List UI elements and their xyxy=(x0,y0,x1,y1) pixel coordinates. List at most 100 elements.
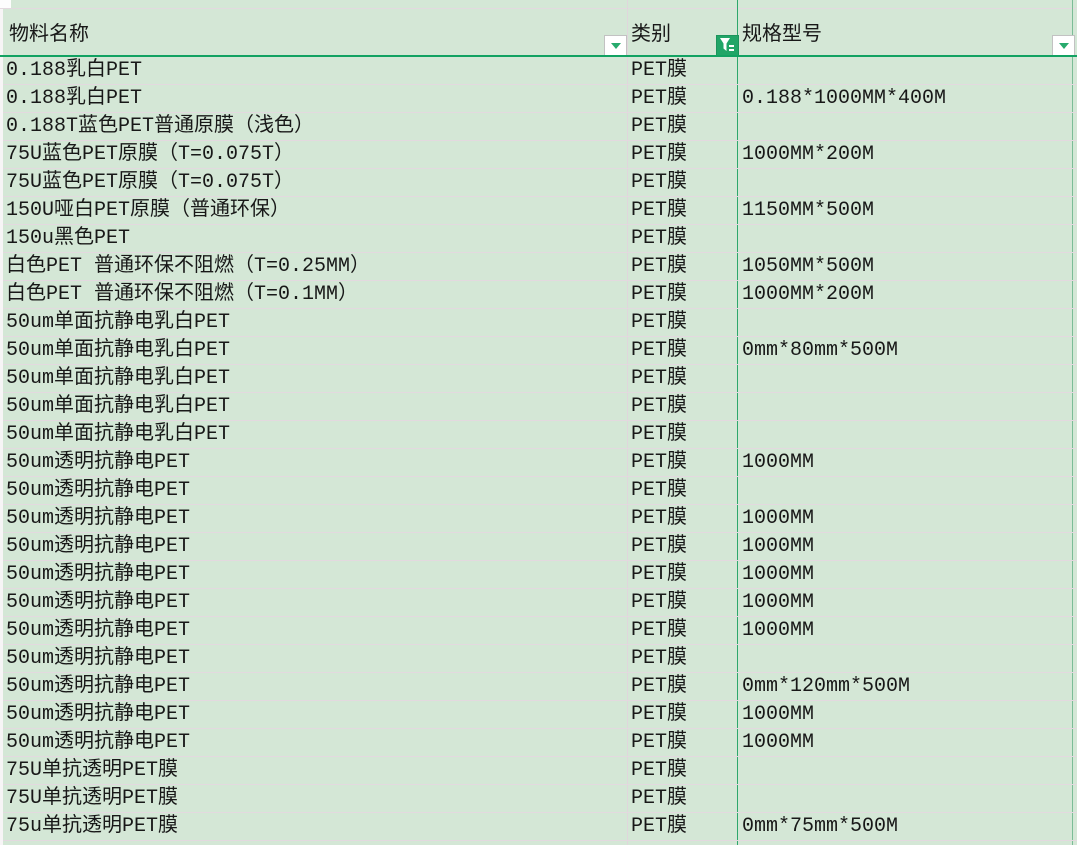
cell-spec[interactable] xyxy=(737,477,1072,504)
cell-category[interactable]: PET膜 xyxy=(631,451,688,474)
cell-spec[interactable]: 0mm*75mm*500M xyxy=(742,815,899,838)
cell-spec[interactable] xyxy=(737,393,1072,420)
cell-filler xyxy=(1072,169,1077,196)
cell-spec[interactable] xyxy=(737,113,1072,140)
cell-material-name[interactable]: 150u黑色PET xyxy=(6,227,131,250)
spec-filter-dropdown-button[interactable] xyxy=(1052,35,1075,56)
cell-material-name[interactable]: 50um透明抗静电PET xyxy=(6,731,191,754)
table-row: 50um单面抗静电乳白PET PET膜 xyxy=(3,365,1077,393)
cell-category[interactable]: PET膜 xyxy=(631,227,688,250)
cell-category[interactable]: PET膜 xyxy=(631,647,688,670)
table-row: 75U蓝色PET原膜（T=0.075T） PET膜 1000MM*200M xyxy=(3,141,1077,169)
cell-material-name[interactable]: 75u单抗透明PET膜 xyxy=(6,815,179,838)
cell-material-name[interactable]: 75U蓝色PET原膜（T=0.075T） xyxy=(6,143,295,166)
cell-spec[interactable] xyxy=(737,365,1072,392)
cell-material-name[interactable]: 75U单抗透明PET膜 xyxy=(6,787,179,810)
cell-category[interactable]: PET膜 xyxy=(631,311,688,334)
cell-material-name[interactable]: 50um透明抗静电PET xyxy=(6,451,191,474)
cell-category[interactable]: PET膜 xyxy=(631,59,688,82)
cell-material-name[interactable]: 50um透明抗静电PET xyxy=(6,647,191,670)
cell-spec[interactable]: 1000MM xyxy=(742,507,815,530)
cell-material-name[interactable]: 50um透明抗静电PET xyxy=(6,675,191,698)
cell-category[interactable]: PET膜 xyxy=(631,563,688,586)
cell-material-name[interactable]: 白色PET 普通环保不阻燃（T=0.1MM） xyxy=(6,283,359,306)
cell-spec[interactable] xyxy=(737,645,1072,672)
header-bottom-border xyxy=(0,55,1077,57)
cell-category[interactable]: PET膜 xyxy=(631,787,688,810)
cell-category[interactable]: PET膜 xyxy=(631,507,688,530)
cell-material-name[interactable]: 白色PET 普通环保不阻燃（T=0.25MM） xyxy=(6,255,371,278)
cell-category[interactable]: PET膜 xyxy=(631,591,688,614)
cell-spec[interactable] xyxy=(737,309,1072,336)
chevron-down-icon xyxy=(610,42,621,49)
chevron-down-icon xyxy=(1058,42,1069,49)
cell-category[interactable]: PET膜 xyxy=(631,423,688,446)
cell-material-name[interactable]: 75U蓝色PET原膜（T=0.075T） xyxy=(6,171,295,194)
cell-material-name[interactable]: 50um透明抗静电PET xyxy=(6,563,191,586)
header-cell-spec[interactable]: 规格型号 xyxy=(738,9,1072,55)
table-row: 0.188乳白PET PET膜 xyxy=(3,57,1077,85)
cell-material-name[interactable]: 50um透明抗静电PET xyxy=(6,619,191,642)
cell-category[interactable]: PET膜 xyxy=(631,171,688,194)
cell-category[interactable]: PET膜 xyxy=(631,731,688,754)
cell-category[interactable]: PET膜 xyxy=(631,535,688,558)
cell-spec[interactable]: 0mm*80mm*500M xyxy=(742,339,899,362)
cell-category[interactable]: PET膜 xyxy=(631,367,688,390)
cell-material-name[interactable]: 150U哑白PET原膜（普通环保） xyxy=(6,199,291,222)
cell-spec[interactable] xyxy=(737,225,1072,252)
cell-spec[interactable] xyxy=(737,169,1072,196)
cell-spec[interactable] xyxy=(737,757,1072,784)
cell-spec[interactable]: 1000MM*200M xyxy=(742,143,875,166)
cell-category[interactable]: PET膜 xyxy=(631,255,688,278)
cell-category[interactable]: PET膜 xyxy=(631,143,688,166)
cell-material-name[interactable]: 50um单面抗静电乳白PET xyxy=(6,423,231,446)
cell-spec[interactable]: 1050MM*500M xyxy=(742,255,875,278)
cell-spec[interactable]: 1150MM*500M xyxy=(742,199,875,222)
table-row: 白色PET 普通环保不阻燃（T=0.25MM） PET膜 1050MM*500M xyxy=(3,253,1077,281)
table-row: 50um透明抗静电PET PET膜 xyxy=(3,645,1077,673)
cell-category[interactable]: PET膜 xyxy=(631,283,688,306)
cell-material-name[interactable]: 50um透明抗静电PET xyxy=(6,703,191,726)
cell-material-name[interactable]: 50um单面抗静电乳白PET xyxy=(6,395,231,418)
cell-material-name[interactable]: 50um透明抗静电PET xyxy=(6,479,191,502)
cell-category[interactable]: PET膜 xyxy=(631,619,688,642)
cell-material-name[interactable]: 50um透明抗静电PET xyxy=(6,535,191,558)
cell-spec[interactable]: 1000MM xyxy=(742,619,815,642)
cell-material-name[interactable]: 50um单面抗静电乳白PET xyxy=(6,311,231,334)
cell-material-name[interactable]: 0.188乳白PET xyxy=(6,87,143,110)
header-cell-category[interactable]: 类别 xyxy=(628,9,737,55)
cell-category[interactable]: PET膜 xyxy=(631,395,688,418)
header-cell-material-name[interactable]: 物料名称 xyxy=(3,9,627,55)
cell-spec[interactable]: 0mm*120mm*500M xyxy=(742,675,911,698)
cell-material-name[interactable]: 50um单面抗静电乳白PET xyxy=(6,367,231,390)
cell-category[interactable]: PET膜 xyxy=(631,479,688,502)
cell-category[interactable]: PET膜 xyxy=(631,115,688,138)
header-label-material-name: 物料名称 xyxy=(9,24,89,47)
cell-spec[interactable]: 1000MM xyxy=(742,731,815,754)
cell-material-name[interactable]: 0.188T蓝色PET普通原膜（浅色） xyxy=(6,115,315,138)
cell-material-name[interactable]: 50um单面抗静电乳白PET xyxy=(6,339,231,362)
cell-category[interactable]: PET膜 xyxy=(631,703,688,726)
material-name-filter-dropdown-button[interactable] xyxy=(604,35,627,56)
cell-material-name[interactable]: 75U单抗透明PET膜 xyxy=(6,759,179,782)
cell-category[interactable]: PET膜 xyxy=(631,759,688,782)
cell-spec[interactable]: 1000MM*200M xyxy=(742,283,875,306)
cell-material-name[interactable]: 0.188乳白PET xyxy=(6,59,143,82)
cell-category[interactable]: PET膜 xyxy=(631,675,688,698)
category-filter-active-button[interactable] xyxy=(716,35,739,56)
cell-category[interactable]: PET膜 xyxy=(631,199,688,222)
cell-spec[interactable]: 1000MM xyxy=(742,563,815,586)
cell-category[interactable]: PET膜 xyxy=(631,815,688,838)
cell-material-name[interactable]: 50um透明抗静电PET xyxy=(6,507,191,530)
cell-spec[interactable] xyxy=(737,785,1072,812)
cell-spec[interactable]: 1000MM xyxy=(742,703,815,726)
cell-spec[interactable]: 1000MM xyxy=(742,451,815,474)
cell-category[interactable]: PET膜 xyxy=(631,87,688,110)
cell-category[interactable]: PET膜 xyxy=(631,339,688,362)
cell-spec[interactable]: 0.188*1000MM*400M xyxy=(742,87,947,110)
cell-spec[interactable]: 1000MM xyxy=(742,591,815,614)
cell-spec[interactable] xyxy=(737,57,1072,84)
cell-spec[interactable] xyxy=(737,421,1072,448)
cell-material-name[interactable]: 50um透明抗静电PET xyxy=(6,591,191,614)
cell-spec[interactable]: 1000MM xyxy=(742,535,815,558)
